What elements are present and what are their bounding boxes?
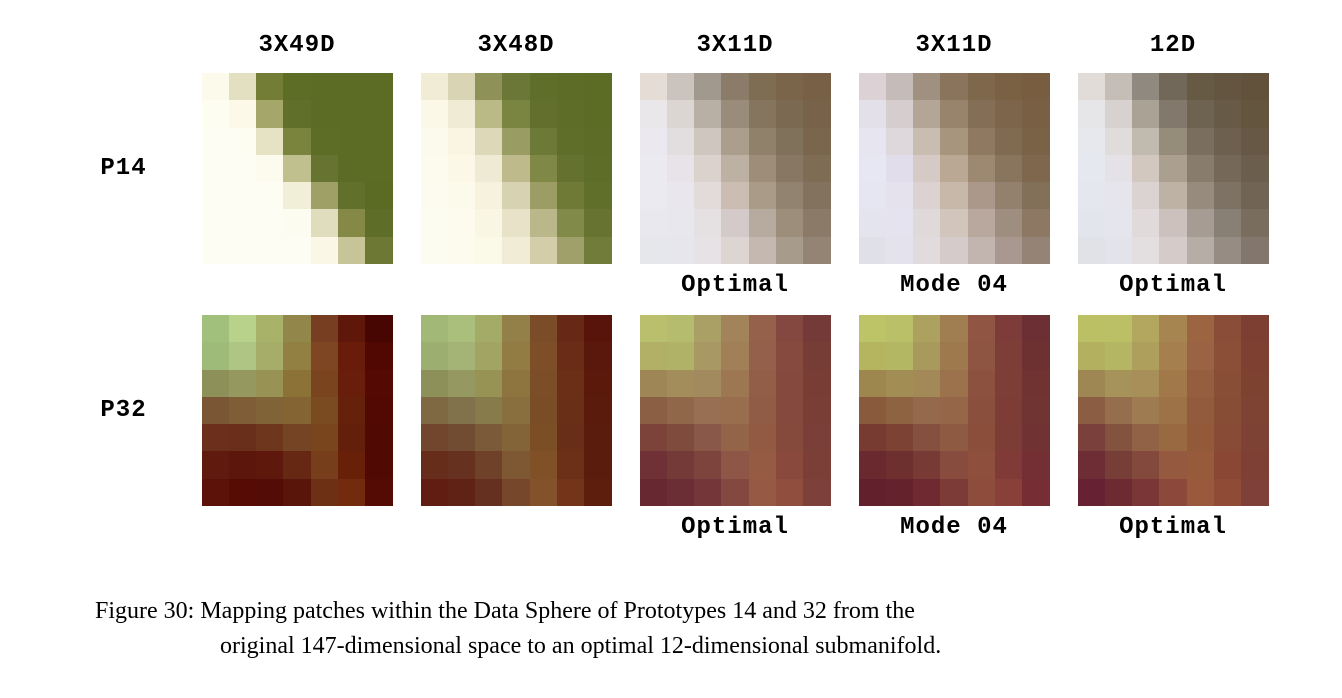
- caption-line1: Mapping patches within the Data Sphere o…: [200, 598, 915, 624]
- caption-prefix: Figure 30:: [95, 598, 194, 624]
- patch-p14-c5: [1078, 73, 1269, 264]
- patch-p14-c1: [202, 73, 393, 264]
- sublabel-r2-c5: Optimal: [1078, 514, 1269, 541]
- sublabel-r1-c4: Mode 04: [859, 272, 1050, 299]
- col-header-1: 3X49D: [202, 32, 393, 59]
- row-label-p14: P14: [74, 155, 174, 182]
- patch-p32-c5: [1078, 315, 1269, 506]
- figure-grid: 3X49D 3X48D 3X11D 3X11D 12D P14 Optimal …: [20, 25, 1322, 549]
- row-label-p32: P32: [74, 397, 174, 424]
- caption-line2: original 147-dimensional space to an opt…: [95, 629, 1282, 664]
- col-header-5: 12D: [1078, 32, 1269, 59]
- patch-p14-c3: [640, 73, 831, 264]
- sublabel-r2-c4: Mode 04: [859, 514, 1050, 541]
- sublabel-r2-c3: Optimal: [640, 514, 831, 541]
- patch-p32-c4: [859, 315, 1050, 506]
- col-header-3: 3X11D: [640, 32, 831, 59]
- patch-p32-c2: [421, 315, 612, 506]
- sublabel-r1-c5: Optimal: [1078, 272, 1269, 299]
- col-header-4: 3X11D: [859, 32, 1050, 59]
- patch-p32-c3: [640, 315, 831, 506]
- patch-p32-c1: [202, 315, 393, 506]
- patch-p14-c4: [859, 73, 1050, 264]
- col-header-2: 3X48D: [421, 32, 612, 59]
- patch-p14-c2: [421, 73, 612, 264]
- sublabel-r1-c3: Optimal: [640, 272, 831, 299]
- figure-caption: Figure 30: Mapping patches within the Da…: [20, 594, 1322, 664]
